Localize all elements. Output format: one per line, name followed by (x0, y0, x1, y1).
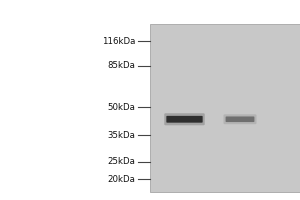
FancyBboxPatch shape (226, 116, 254, 122)
Bar (150, 24, 300, 192)
FancyBboxPatch shape (164, 113, 205, 125)
Text: 35kDa: 35kDa (107, 131, 135, 140)
FancyBboxPatch shape (166, 116, 203, 123)
Text: 85kDa: 85kDa (107, 61, 135, 70)
FancyBboxPatch shape (224, 114, 256, 124)
Text: 116kDa: 116kDa (102, 37, 135, 46)
Text: 20kDa: 20kDa (107, 175, 135, 184)
Text: 50kDa: 50kDa (107, 103, 135, 112)
Text: 25kDa: 25kDa (107, 157, 135, 166)
